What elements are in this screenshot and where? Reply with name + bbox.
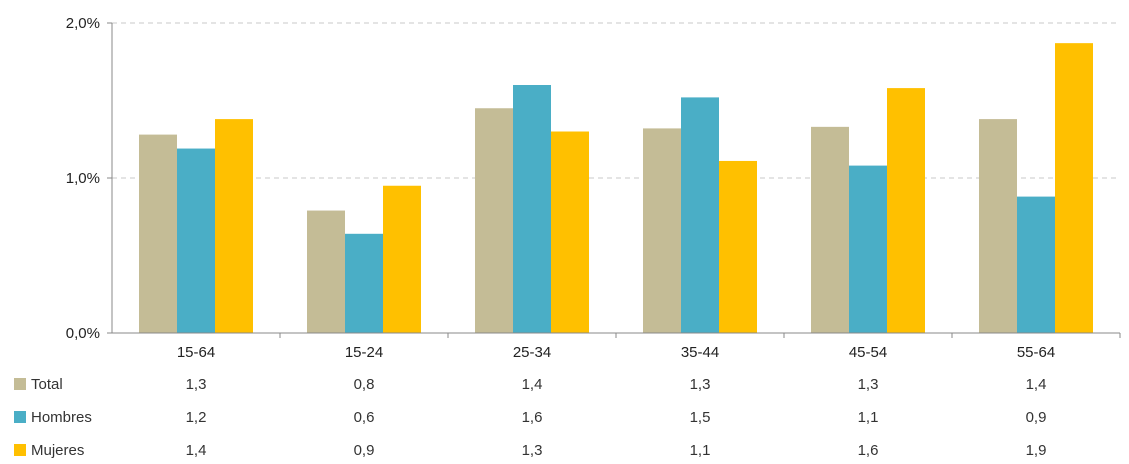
bar-total-35-44 xyxy=(643,128,681,333)
data-label: 1,3 xyxy=(522,442,543,459)
bar-mujeres-35-44 xyxy=(719,160,757,333)
legend-swatch-mujeres xyxy=(14,444,26,456)
bar-total-25-34 xyxy=(475,108,513,333)
bar-hombres-15-24 xyxy=(345,233,383,333)
x-tick-label: 15-24 xyxy=(345,344,383,361)
legend-swatch-total xyxy=(14,378,26,390)
data-label: 1,1 xyxy=(858,409,879,426)
y-tick-labels: 0,0% 1,0% 2,0% xyxy=(66,15,100,342)
data-label: 1,9 xyxy=(1026,442,1047,459)
bar-hombres-15-64 xyxy=(177,148,215,333)
bar-mujeres-25-34 xyxy=(551,131,589,333)
x-tick-label: 35-44 xyxy=(681,344,719,361)
bar-total-15-64 xyxy=(139,134,177,333)
data-label: 1,5 xyxy=(690,409,711,426)
legend-label-mujeres: Mujeres xyxy=(31,442,84,459)
y-tick-label: 1,0% xyxy=(66,170,100,187)
data-table: Total 1,3 0,8 1,4 1,3 1,3 1,4 Hombres 1,2 0,6 1,6 1… xyxy=(14,376,1046,459)
bar-hombres-35-44 xyxy=(681,97,719,334)
bars xyxy=(139,43,1093,334)
bar-mujeres-45-54 xyxy=(887,88,925,333)
data-label: 0,9 xyxy=(1026,409,1047,426)
bar-total-15-24 xyxy=(307,210,345,333)
y-tick-label: 0,0% xyxy=(66,325,100,342)
data-label: 1,2 xyxy=(186,409,207,426)
legend-label-hombres: Hombres xyxy=(31,409,92,426)
y-tick-label: 2,0% xyxy=(66,15,100,32)
bar-hombres-45-54 xyxy=(849,165,887,333)
bar-mujeres-55-64 xyxy=(1055,43,1093,334)
data-label: 1,4 xyxy=(522,376,543,393)
x-tick-labels: 15-64 15-24 25-34 35-44 45-54 55-64 xyxy=(177,344,1055,361)
data-label: 1,3 xyxy=(690,376,711,393)
bar-total-45-54 xyxy=(811,126,849,333)
data-label: 1,4 xyxy=(1026,376,1047,393)
data-label: 1,6 xyxy=(522,409,543,426)
data-label: 0,8 xyxy=(354,376,375,393)
data-label: 1,4 xyxy=(186,442,207,459)
data-label: 0,6 xyxy=(354,409,375,426)
axes xyxy=(111,23,1120,334)
data-label: 1,3 xyxy=(858,376,879,393)
data-label: 1,6 xyxy=(858,442,879,459)
bar-mujeres-15-24 xyxy=(383,185,421,333)
data-label: 1,1 xyxy=(690,442,711,459)
bar-hombres-25-34 xyxy=(513,85,551,333)
bar-total-55-64 xyxy=(979,119,1017,333)
x-tick-label: 45-54 xyxy=(849,344,887,361)
bar-mujeres-15-64 xyxy=(215,119,253,333)
x-tick-label: 55-64 xyxy=(1017,344,1055,361)
x-tick-label: 25-34 xyxy=(513,344,551,361)
data-label: 1,3 xyxy=(186,376,207,393)
legend-label-total: Total xyxy=(31,376,63,393)
data-label: 0,9 xyxy=(354,442,375,459)
gridlines xyxy=(107,22,1121,338)
x-tick-label: 15-64 xyxy=(177,344,215,361)
legend-swatch-hombres xyxy=(14,411,26,423)
bar-hombres-55-64 xyxy=(1017,196,1055,333)
